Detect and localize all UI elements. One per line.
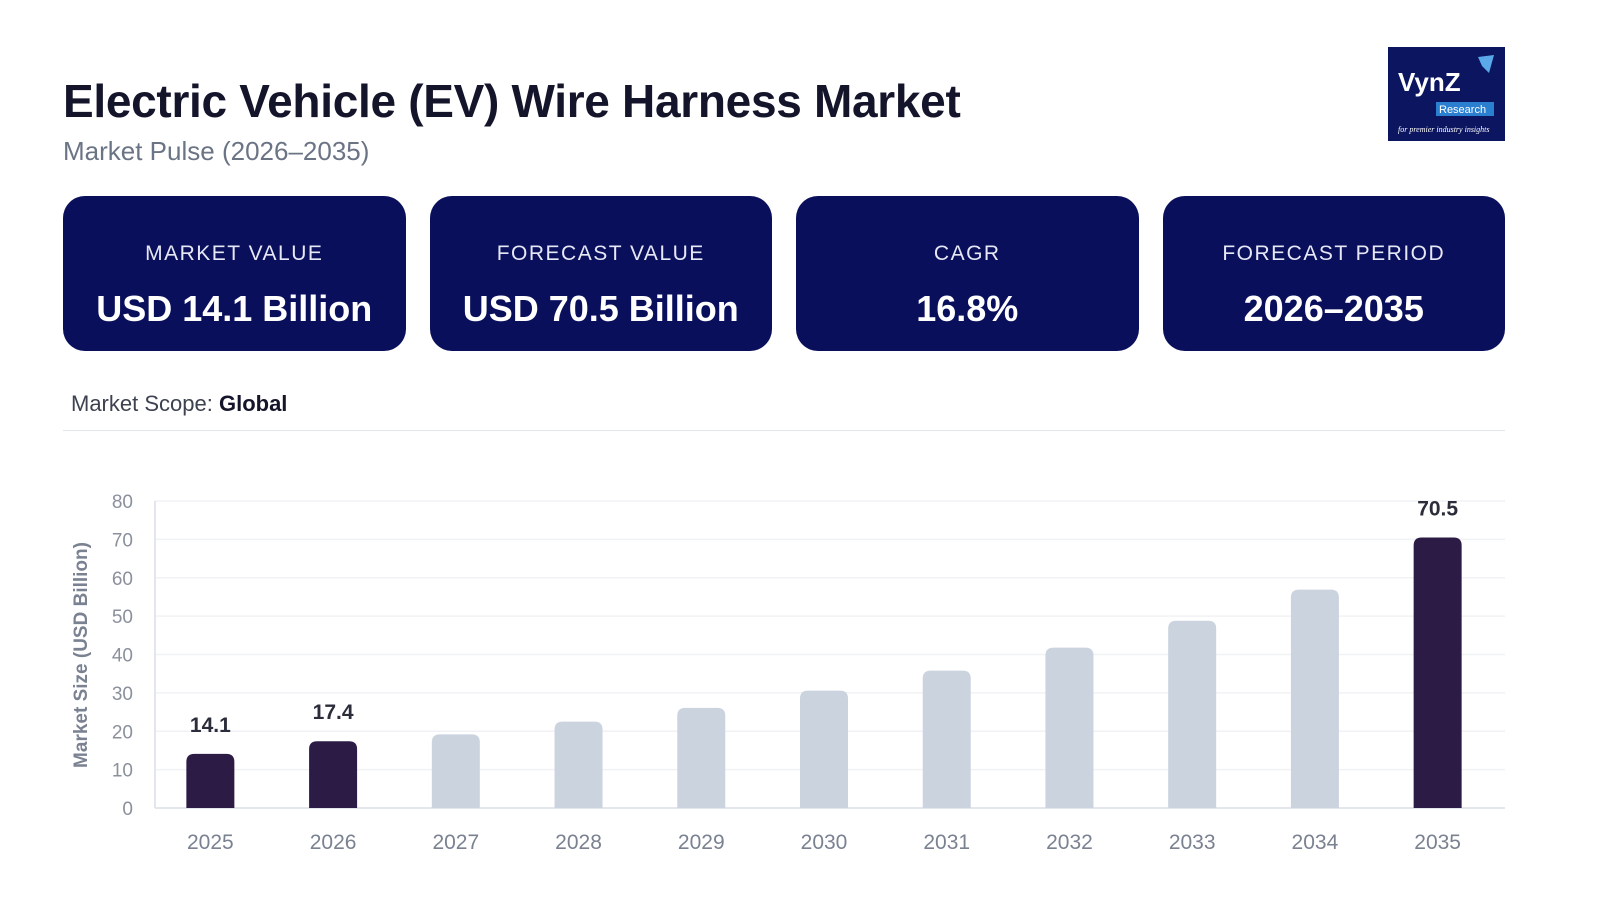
card-market-value: MARKET VALUE USD 14.1 Billion (63, 196, 406, 351)
bar-2030 (800, 690, 848, 808)
y-tick-label: 20 (112, 722, 133, 743)
svg-text:VynZ: VynZ (1398, 67, 1461, 97)
y-tick-label: 30 (112, 684, 133, 705)
y-tick-label: 0 (122, 799, 133, 820)
x-tick-label: 2028 (555, 831, 602, 854)
y-tick-label: 70 (112, 530, 133, 551)
kpi-cards: MARKET VALUE USD 14.1 Billion FORECAST V… (63, 196, 1505, 351)
scope-value: Global (218, 391, 288, 416)
bar-2027 (431, 734, 480, 808)
card-label: FORECAST PERIOD (1222, 242, 1446, 265)
data-label: 17.4 (313, 701, 354, 724)
x-tick-label: 2029 (678, 831, 725, 854)
bar-2029 (677, 707, 726, 808)
card-label: CAGR (933, 242, 1001, 265)
card-label: MARKET VALUE (145, 242, 324, 265)
x-tick-label: 2032 (1046, 831, 1093, 854)
market-scope: Market Scope: Global (71, 391, 287, 417)
x-tick-label: 2035 (1414, 831, 1461, 854)
bar-2026 (309, 741, 358, 808)
x-tick-label: 2026 (310, 831, 357, 854)
y-tick-label: 60 (112, 569, 133, 590)
svg-text:for premier industry insights: for premier industry insights (1398, 125, 1489, 134)
card-value: USD 14.1 Billion (96, 288, 373, 329)
bar-2034 (1290, 589, 1339, 808)
card-forecast-period: FORECAST PERIOD 2026–2035 (1162, 196, 1505, 351)
x-tick-label: 2030 (801, 831, 848, 854)
card-value: 2026–2035 (1243, 288, 1424, 329)
x-tick-label: 2033 (1169, 831, 1216, 854)
card-value: 16.8% (916, 288, 1019, 329)
x-tick-label: 2034 (1292, 831, 1339, 854)
y-tick-label: 80 (112, 492, 133, 513)
data-label: 14.1 (190, 714, 231, 737)
data-label: 70.5 (1417, 497, 1458, 520)
page-title: Electric Vehicle (EV) Wire Harness Marke… (63, 75, 961, 127)
card-label: FORECAST VALUE (496, 242, 705, 265)
y-axis-title: Market Size (USD Billion) (71, 542, 92, 768)
svg-text:Research: Research (1439, 104, 1486, 116)
bar-2028 (554, 721, 603, 808)
card-forecast-value: FORECAST VALUE USD 70.5 Billion (429, 196, 772, 351)
y-tick-label: 40 (112, 646, 133, 667)
page-subtitle: Market Pulse (2026–2035) (63, 136, 370, 166)
bar-2035 (1413, 537, 1462, 808)
card-value: USD 70.5 Billion (462, 288, 739, 329)
y-tick-label: 10 (112, 761, 133, 782)
x-tick-label: 2025 (187, 831, 234, 854)
divider (63, 430, 1505, 431)
x-tick-label: 2027 (432, 831, 479, 854)
x-tick-label: 2031 (923, 831, 970, 854)
vynz-logo: VynZ Research for premier industry insig… (1388, 47, 1505, 141)
bar-2032 (1045, 647, 1094, 808)
y-tick-label: 50 (112, 607, 133, 628)
card-cagr: CAGR 16.8% (796, 196, 1139, 351)
bar-2033 (1168, 620, 1217, 808)
bar-2031 (922, 670, 971, 808)
scope-label: Market Scope: (71, 391, 213, 416)
bar-2025 (186, 753, 235, 808)
